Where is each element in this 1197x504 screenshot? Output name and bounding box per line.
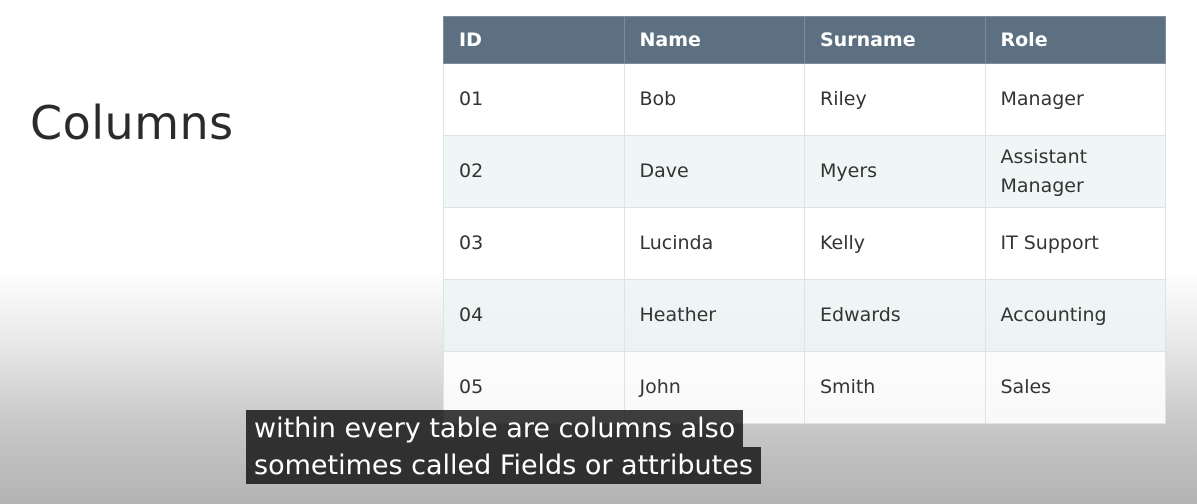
table-row: 04 Heather Edwards Accounting <box>443 279 1166 352</box>
cell-id: 03 <box>443 207 625 280</box>
employees-table: ID Name Surname Role 01 Bob Riley Manage… <box>443 16 1166 424</box>
cell-role: Assistant Manager <box>984 135 1166 208</box>
cell-id: 01 <box>443 63 625 136</box>
caption-line-1: within every table are columns also <box>246 410 744 447</box>
caption-line-2: sometimes called Fields or attributes <box>246 447 761 484</box>
column-header-surname: Surname <box>804 16 986 64</box>
cell-role: IT Support <box>984 207 1166 280</box>
cell-role: Sales <box>984 351 1166 424</box>
cell-role: Accounting <box>984 279 1166 352</box>
subtitle-caption: within every table are columns also some… <box>246 410 761 484</box>
cell-name: Heather <box>623 279 805 352</box>
cell-surname: Smith <box>804 351 986 424</box>
cell-surname: Edwards <box>804 279 986 352</box>
table-row: 01 Bob Riley Manager <box>443 63 1166 136</box>
cell-surname: Kelly <box>804 207 986 280</box>
slide-title: Columns <box>30 96 234 150</box>
cell-name: Dave <box>623 135 805 208</box>
table-row: 03 Lucinda Kelly IT Support <box>443 207 1166 280</box>
table-header-row: ID Name Surname Role <box>443 16 1166 64</box>
table-row: 02 Dave Myers Assistant Manager <box>443 135 1166 208</box>
cell-role: Manager <box>984 63 1166 136</box>
column-header-id: ID <box>443 16 625 64</box>
cell-name: Bob <box>623 63 805 136</box>
column-header-name: Name <box>623 16 805 64</box>
cell-id: 04 <box>443 279 625 352</box>
cell-name: Lucinda <box>623 207 805 280</box>
cell-surname: Riley <box>804 63 986 136</box>
column-header-role: Role <box>984 16 1166 64</box>
cell-surname: Myers <box>804 135 986 208</box>
cell-id: 02 <box>443 135 625 208</box>
